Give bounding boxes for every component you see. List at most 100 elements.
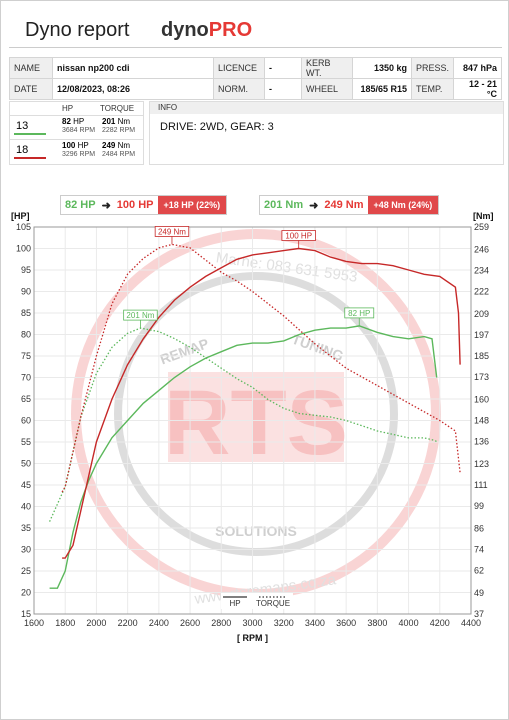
y-right-tick-label: 259 [474,222,489,232]
y-left-tick-label: 15 [21,609,31,619]
watermark-inner-ring [114,272,398,556]
x-tick-label: 1600 [24,618,44,628]
series-run-13-torque-line [49,327,437,522]
chart-legend: HP TORQUE [221,593,293,609]
y-right-tick-label: 160 [474,395,489,405]
run-torque-rpm-value: 2282 [102,127,118,134]
hp-after: 100 HP [116,199,154,211]
y-left-tick-label: 45 [21,480,31,490]
run-torque: 249 Nm [102,141,130,150]
y-right-tick-label: 62 [474,565,484,575]
run-hp: 100 HP [62,141,89,150]
norm-label: NORM. [213,78,265,100]
y-left-tick-label: 105 [16,222,31,232]
run-number: 13 [16,120,29,132]
info-panel: INFO DRIVE: 2WD, GEAR: 3 [149,101,504,165]
name-label: NAME [9,57,53,79]
y-left-axis-label: [HP] [11,211,30,221]
y-left-tick-label: 65 [21,394,31,404]
annotation-box [154,226,190,237]
y-left-tick-label: 30 [21,545,31,555]
annotation-box [344,307,375,319]
x-tick-label: 3400 [305,618,325,628]
torque-after: 249 Nm [324,199,364,211]
run-torque-unit: Nm [117,117,131,126]
run-row-18[interactable]: 18 100 HP 3296 RPM 249 Nm 2484 RPM [10,139,143,162]
run-hp-value: 100 [62,141,76,150]
y-right-tick-label: 111 [474,480,488,490]
info-text: DRIVE: 2WD, GEAR: 3 [160,121,274,133]
x-tick-label: 1800 [55,618,75,628]
y-right-tick-label: 185 [474,351,489,361]
brand-logo: dynoPRO [161,19,252,42]
chart-grid [33,226,472,615]
y-left-tick-label: 40 [21,502,31,512]
watermark-letters: RTS [164,372,348,474]
plot-frame [33,226,472,615]
y-right-tick-label: 234 [474,266,489,276]
run-number: 18 [16,144,29,156]
watermark-top-text: REMAP [158,335,211,367]
arrow-right-icon: ➜ [101,199,111,212]
x-tick-label: 3800 [367,618,387,628]
run-torque-rpm: 2484 RPM [102,151,135,158]
run-torque-rpm-unit: RPM [119,151,136,158]
chart-annotations: 249 Nm 100 HP 201 Nm 82 HP [123,226,375,329]
legend-hp-label: HP [229,599,240,608]
y-right-tick-label: 246 [474,245,489,255]
y-left-tick-label: 90 [21,287,31,297]
torque-delta: +48 Nm (24%) [367,196,439,214]
x-tick-label: 2600 [180,618,200,628]
y-right-tick-label: 49 [474,588,484,598]
y-right-tick-label: 123 [474,459,489,469]
y-right-tick-label: 148 [474,416,489,426]
run-hp-rpm: 3296 RPM [62,151,95,158]
run-results-panel: HP TORQUE 13 82 HP 3684 RPM 201 Nm 2282 … [9,101,144,165]
x-tick-label: 4200 [430,618,450,628]
run-row-13[interactable]: 13 82 HP 3684 RPM 201 Nm 2282 RPM [10,115,143,138]
torque-before: 201 Nm [264,199,304,211]
report-header: Dyno report dynoPRO [9,11,502,48]
y-left-tick-label: 85 [21,308,31,318]
y-left-tick-label: 70 [21,373,31,383]
y-right-tick-label: 86 [474,524,484,534]
torque-comparison: 201 Nm ➜ 249 Nm +48 Nm (24%) [259,195,440,215]
hp-before: 82 HP [65,199,96,211]
run-hp-rpm-value: 3684 [62,127,78,134]
hp-delta: +18 HP (22%) [157,196,227,214]
run-hp-rpm-value: 3296 [62,151,78,158]
norm-value: - [264,78,302,100]
y-right-tick-label: 173 [474,372,489,382]
x-axis-label: [ RPM ] [237,633,268,643]
series-run-18-hp-line [62,247,461,559]
x-tick-label: 3600 [336,618,356,628]
y-left-tick-label: 35 [21,523,31,533]
kerb-weight-label: KERB WT. [301,57,353,79]
hp-comparison: 82 HP ➜ 100 HP +18 HP (22%) [60,195,228,215]
run-torque-rpm-value: 2484 [102,151,118,158]
licence-label: LICENCE [213,57,265,79]
annotation-box [281,230,316,241]
run-torque-value: 249 [102,141,116,150]
x-tick-label: 2800 [211,618,231,628]
x-tick-label: 2000 [86,618,106,628]
x-tick-label: 4400 [461,618,481,628]
run-color-swatch [14,133,46,135]
y-right-tick-label: 197 [474,330,489,340]
x-tick-label: 3200 [274,618,294,628]
vehicle-details-table: NAME nissan np200 cdi LICENCE - KERB WT.… [9,57,502,100]
annotation-box [123,309,158,321]
run-torque-rpm: 2282 RPM [102,127,135,134]
wheel-label: WHEEL [301,78,353,100]
run-hp-rpm-unit: RPM [79,127,96,134]
annotation-label: 82 HP [348,309,370,318]
y-left-tick-label: 100 [16,244,31,254]
torque-column-header: TORQUE [100,104,135,113]
y-right-axis-label: [Nm] [473,211,494,221]
y-right-tick-label: 209 [474,309,489,319]
run-hp-rpm: 3684 RPM [62,127,95,134]
pressure-label: PRESS. [410,57,455,79]
